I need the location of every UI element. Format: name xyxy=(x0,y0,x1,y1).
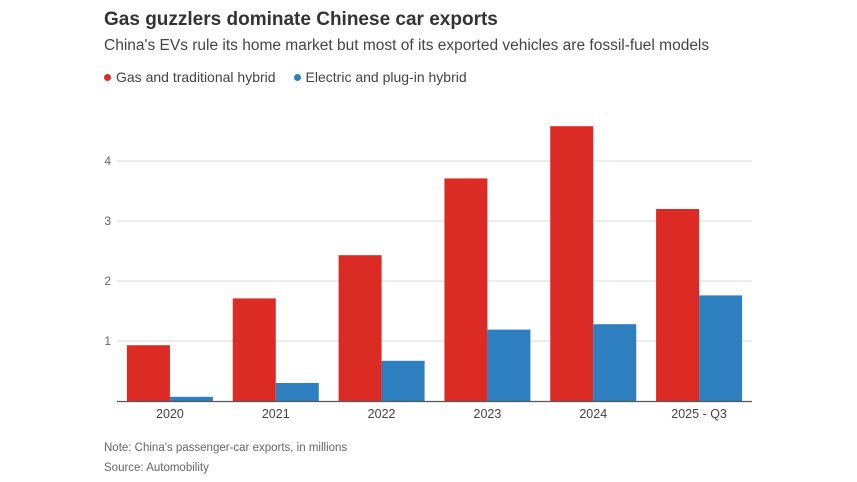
bar-gas-5 xyxy=(656,209,700,401)
bar-electric-1 xyxy=(275,383,319,401)
bar-electric-0 xyxy=(169,396,213,401)
chart-title: Gas guzzlers dominate Chinese car export… xyxy=(104,9,498,30)
x-tick-label-2: 2022 xyxy=(368,407,396,421)
y-tick-label-1: 1 xyxy=(104,334,111,348)
bar-electric-5 xyxy=(699,295,743,401)
bar-gas-2 xyxy=(338,255,382,401)
y-tick-label-2: 2 xyxy=(104,274,111,288)
legend-label-electric: Electric and plug-in hybrid xyxy=(305,69,467,85)
chart-subtitle: China's EVs rule its home market but mos… xyxy=(104,37,710,54)
x-tick-label-4: 2024 xyxy=(579,407,607,421)
x-tick-label-3: 2023 xyxy=(474,407,502,421)
bar-gas-0 xyxy=(126,345,170,401)
x-tick-label-5: 2025 - Q3 xyxy=(671,407,727,421)
bar-electric-2 xyxy=(381,360,425,401)
legend-swatch-electric xyxy=(293,73,301,81)
bar-electric-3 xyxy=(487,329,531,401)
chart-source: Source: Automobility xyxy=(104,462,209,474)
bar-gas-1 xyxy=(232,298,276,401)
y-tick-label-4: 4 xyxy=(104,154,111,168)
y-tick-label-3: 3 xyxy=(104,214,111,228)
x-tick-label-0: 2020 xyxy=(156,407,184,421)
legend-label-gas: Gas and traditional hybrid xyxy=(116,69,276,85)
legend-swatch-gas xyxy=(104,73,111,81)
legend-item-gas: Gas and traditional hybrid xyxy=(104,69,276,85)
legend: Gas and traditional hybrid Electric and … xyxy=(104,69,467,85)
bar-gas-4 xyxy=(550,126,594,401)
legend-item-electric: Electric and plug-in hybrid xyxy=(293,69,467,85)
x-tick-label-1: 2021 xyxy=(262,407,290,421)
chart-note: Note: China's passenger-car exports, in … xyxy=(104,442,348,454)
bar-gas-3 xyxy=(444,178,488,401)
bar-electric-4 xyxy=(593,324,637,401)
